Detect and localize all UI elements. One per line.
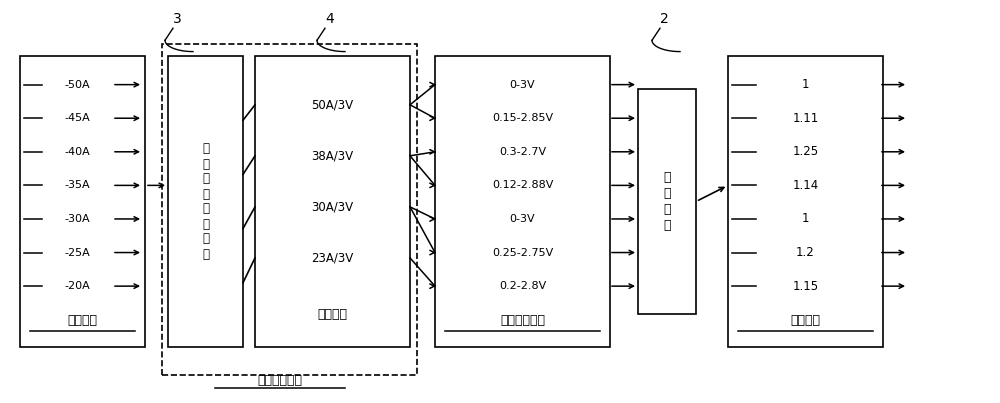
Text: 微
处
理
器: 微 处 理 器 <box>663 171 671 232</box>
Bar <box>168 56 243 347</box>
Text: 第一输出电压: 第一输出电压 <box>500 314 545 327</box>
Text: 1.14: 1.14 <box>792 179 819 192</box>
Text: -50A: -50A <box>65 80 90 89</box>
Text: 1.11: 1.11 <box>792 112 819 125</box>
Text: 0.12-2.88V: 0.12-2.88V <box>492 181 553 190</box>
Text: 0.15-2.85V: 0.15-2.85V <box>492 113 553 123</box>
Text: 1: 1 <box>802 78 809 91</box>
Text: 3: 3 <box>173 12 182 26</box>
Bar <box>20 56 145 347</box>
Text: 0-3V: 0-3V <box>510 80 535 89</box>
Bar <box>435 56 610 347</box>
Text: 0.2-2.8V: 0.2-2.8V <box>499 281 546 291</box>
Text: -40A: -40A <box>65 147 90 157</box>
Text: 30A/3V: 30A/3V <box>311 200 354 213</box>
Text: 38A/3V: 38A/3V <box>311 150 354 162</box>
Text: 0.3-2.7V: 0.3-2.7V <box>499 147 546 157</box>
Text: -25A: -25A <box>65 247 90 258</box>
Text: 23A/3V: 23A/3V <box>311 251 354 264</box>
Text: 1.25: 1.25 <box>792 145 819 158</box>
Bar <box>255 56 410 347</box>
Text: 1.15: 1.15 <box>792 280 819 293</box>
Text: 调节单元: 调节单元 <box>318 308 348 321</box>
Bar <box>162 44 417 375</box>
Text: 1.2: 1.2 <box>796 246 815 259</box>
Text: 补偿系数: 补偿系数 <box>790 314 820 327</box>
Text: 运算放大模块: 运算放大模块 <box>258 374 302 387</box>
Text: 4: 4 <box>325 12 334 26</box>
Text: 0.25-2.75V: 0.25-2.75V <box>492 247 553 258</box>
Text: -45A: -45A <box>65 113 90 123</box>
Text: 电流等级: 电流等级 <box>68 314 98 327</box>
Bar <box>728 56 883 347</box>
Text: 0-3V: 0-3V <box>510 214 535 224</box>
Text: -35A: -35A <box>65 181 90 190</box>
Text: -20A: -20A <box>65 281 90 291</box>
Text: 第
一
运
算
放
大
单
元: 第 一 运 算 放 大 单 元 <box>202 143 209 260</box>
Text: 1: 1 <box>802 212 809 225</box>
Text: -30A: -30A <box>65 214 90 224</box>
Text: 50A/3V: 50A/3V <box>311 98 354 111</box>
Bar <box>638 89 696 314</box>
Text: 2: 2 <box>660 12 669 26</box>
